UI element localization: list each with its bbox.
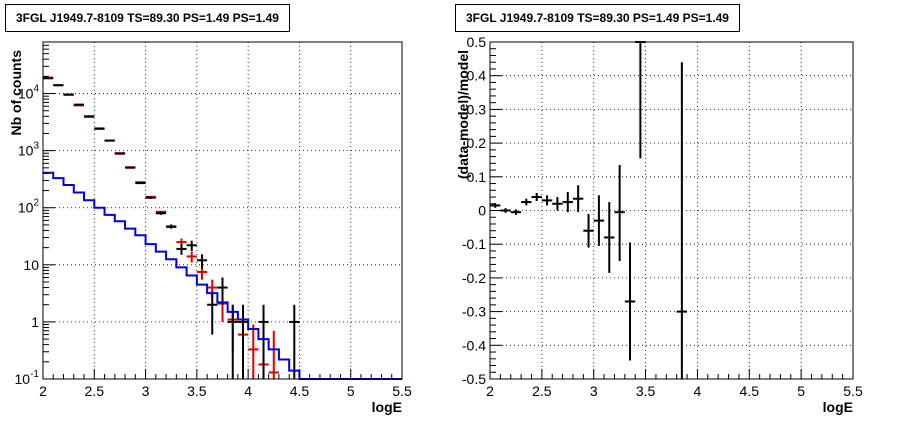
data-point xyxy=(94,127,105,130)
data-point xyxy=(125,166,136,169)
y-tick-label: -0.2 xyxy=(462,270,486,286)
x-tick-label: 4.5 xyxy=(740,383,760,399)
data-point xyxy=(104,139,115,142)
y-tick-label: -0.3 xyxy=(462,304,486,320)
model-count-point xyxy=(268,330,279,379)
x-tick-label: 3 xyxy=(590,383,598,399)
right-plot-title: 3FGL J1949.7-8109 TS=89.30 PS=1.49 PS=1.… xyxy=(455,4,740,32)
x-tick-label: 2 xyxy=(486,383,494,399)
data-point xyxy=(166,224,177,229)
data-point xyxy=(572,185,584,213)
plot-frame xyxy=(42,41,403,380)
x-tick-label: 2.5 xyxy=(85,383,105,399)
y-tick-label: 0.1 xyxy=(467,169,487,185)
x-tick-label: 4 xyxy=(244,383,252,399)
data-point xyxy=(135,182,146,185)
model-count-point xyxy=(186,251,197,263)
y-tick-label: 0 xyxy=(478,203,486,219)
data-point xyxy=(145,196,156,199)
data-point xyxy=(604,202,615,273)
left-plot-title: 3FGL J1949.7-8109 TS=89.30 PS=1.49 PS=1.… xyxy=(5,4,290,32)
x-axis-title: logE xyxy=(372,399,402,415)
x-tick-label: 5 xyxy=(797,383,805,399)
y-tick-label: 0.3 xyxy=(467,101,487,117)
x-tick-label: 5.5 xyxy=(843,383,863,399)
x-tick-label: 2 xyxy=(39,383,47,399)
x-tick-label: 3.5 xyxy=(636,383,656,399)
y-tick-label: 10-1 xyxy=(15,369,40,387)
data-point xyxy=(289,304,300,379)
data-point xyxy=(186,240,197,251)
data-point xyxy=(84,115,95,118)
data-point xyxy=(541,195,553,206)
data-point xyxy=(207,291,218,335)
x-tick-label: 3 xyxy=(142,383,150,399)
data-point xyxy=(63,93,74,96)
x-tick-label: 5.5 xyxy=(392,383,412,399)
data-point xyxy=(114,152,126,155)
model-count-point xyxy=(196,266,208,280)
data-point xyxy=(521,198,532,206)
y-tick-label: 102 xyxy=(18,198,40,216)
data-point xyxy=(552,197,563,211)
data-point xyxy=(227,304,238,379)
data-point xyxy=(635,41,646,159)
x-tick-label: 5 xyxy=(347,383,355,399)
data-point xyxy=(176,244,187,255)
data-point xyxy=(73,103,85,106)
data-point xyxy=(593,195,605,246)
x-tick-label: 2.5 xyxy=(532,383,552,399)
data-point xyxy=(624,242,636,361)
y-tick-label: 103 xyxy=(18,141,40,159)
left-counts-panel: 2 2.5 3 3.5 4 4.5 5 5.5 10-1 1 10 102 103 104 logE Nb o… xyxy=(8,41,412,415)
data-point xyxy=(217,277,228,305)
y-tick-label: 0.5 xyxy=(467,34,487,50)
data-point xyxy=(531,192,542,202)
y-tick-label: 104 xyxy=(18,84,40,102)
y-tick-label: 0.2 xyxy=(467,135,487,151)
data-point xyxy=(562,191,573,213)
data-point xyxy=(614,165,625,262)
data-point xyxy=(500,208,511,213)
x-tick-label: 3.5 xyxy=(187,383,207,399)
data-point xyxy=(676,62,688,379)
data-point xyxy=(196,254,208,269)
y-tick-label: -0.4 xyxy=(462,337,486,353)
y-axis-title: Nb of counts xyxy=(8,50,24,136)
y-tick-label: -0.1 xyxy=(462,236,486,252)
model-background-histogram xyxy=(43,171,402,380)
data-point xyxy=(237,304,249,379)
right-residuals-panel: 2 2.5 3 3.5 4 4.5 5 5.5 -0.5 -0.4 -0.3 -0.2 -0.1 0 0.1… xyxy=(455,34,863,415)
y-tick-label: 1 xyxy=(31,314,39,330)
x-axis-title: logE xyxy=(823,399,853,415)
data-point xyxy=(155,211,167,215)
data-point xyxy=(510,209,522,215)
data-point xyxy=(583,213,594,248)
y-axis-title: (data-model)/model xyxy=(455,50,471,179)
x-tick-label: 4.5 xyxy=(290,383,310,399)
y-tick-label: 10 xyxy=(23,257,39,273)
x-tick-label: 4 xyxy=(694,383,702,399)
model-count-point xyxy=(248,324,259,379)
data-point xyxy=(258,304,269,379)
y-tick-label: -0.5 xyxy=(462,371,486,387)
y-tick-label: 0.4 xyxy=(467,68,487,84)
